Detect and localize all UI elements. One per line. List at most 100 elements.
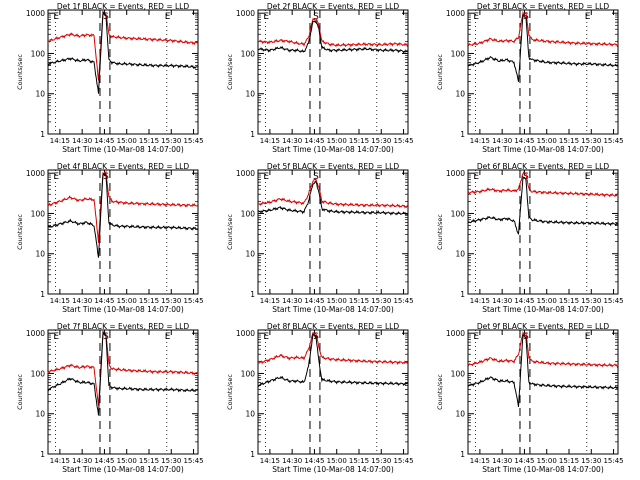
y-tick-label: 100 [451,49,466,58]
events-series-line [257,333,409,387]
annotation-label: E [165,332,171,342]
lld-series-line [47,170,199,243]
x-tick-label: 14:45 [514,137,534,145]
detector-panel: Det 3f BLACK = Events, RED = LLD 1 10 100 10… [436,2,624,154]
x-tick-label: 14:45 [304,297,324,305]
x-tick-label: 15:15 [559,137,579,145]
y-tick-label: 10 [35,410,45,419]
x-tick-label: 15:45 [393,137,413,145]
plot-frame [257,329,409,455]
x-tick-label: 14:45 [304,457,324,465]
y-tick-label: 1000 [26,169,45,178]
y-tick-label: 10 [455,250,465,259]
y-tick-label: 10 [35,250,45,259]
x-axis-label: Start Time (10-Mar-08 14:07:00) [482,305,604,314]
x-tick-label: 15:30 [581,297,601,305]
annotation-label: E [263,12,269,22]
annotation-label: E [585,332,591,342]
annotation-label: E [473,332,479,342]
y-tick-label: 1 [250,290,255,299]
panel-title: Det 9f BLACK = Events, RED = LLD [477,322,610,331]
x-tick-label: 14:15 [260,137,280,145]
x-axis-label: Start Time (10-Mar-08 14:07:00) [482,145,604,154]
x-tick-label: 15:15 [139,297,159,305]
x-tick-label: 15:45 [603,457,623,465]
y-tick-label: 1000 [446,169,465,178]
x-tick-label: 15:00 [327,457,347,465]
detector-panel: Det 8f BLACK = Events, RED = LLD 1 10 100 10… [226,322,414,474]
y-tick-label: 1 [40,130,45,139]
events-series-line [47,10,199,94]
y-tick-label: 1000 [236,329,255,338]
y-axis-label: Counts/sec [436,214,444,250]
x-tick-label: 14:15 [50,297,70,305]
y-tick-label: 1 [460,130,465,139]
x-tick-label: 15:00 [537,297,557,305]
annotation-label: E [585,12,591,22]
x-tick-label: 15:00 [327,137,347,145]
y-tick-label: 10 [245,250,255,259]
annotation-label: E [375,332,381,342]
y-tick-label: 1000 [236,169,255,178]
x-tick-label: 14:15 [50,457,70,465]
y-tick-label: 100 [241,369,256,378]
x-tick-label: 15:45 [393,457,413,465]
events-series-line [47,330,199,416]
x-tick-label: 14:45 [514,297,534,305]
events-series-line [467,175,619,235]
y-tick-label: 1000 [236,9,255,18]
panel-title: Det 6f BLACK = Events, RED = LLD [477,162,610,171]
panel-title: Det 8f BLACK = Events, RED = LLD [267,322,400,331]
plot-frame [467,329,619,455]
x-tick-label: 15:15 [139,137,159,145]
plot-frame [467,9,619,135]
annotation-label: E [375,12,381,22]
x-tick-label: 15:00 [117,457,137,465]
y-axis-label: Counts/sec [226,54,234,90]
x-tick-label: 14:30 [72,137,92,145]
x-tick-label: 15:30 [581,457,601,465]
detector-panel: Det 7f BLACK = Events, RED = LLD 1 10 100 10… [16,322,204,474]
plot-frame [257,169,409,295]
x-tick-label: 15:45 [183,457,203,465]
panel-title: Det 7f BLACK = Events, RED = LLD [57,322,190,331]
x-tick-label: 14:30 [492,297,512,305]
lld-series-line [47,330,199,406]
x-tick-label: 15:15 [349,137,369,145]
lld-series-line [47,11,199,81]
x-tick-label: 14:30 [492,457,512,465]
y-tick-label: 10 [455,90,465,99]
y-tick-label: 1000 [26,329,45,338]
annotation-label: E [53,332,59,342]
detector-panel: Det 2f BLACK = Events, RED = LLD 1 10 100 10… [226,2,414,154]
detector-panel: Det 1f BLACK = Events, RED = LLD 1 10 100 10… [16,2,204,154]
lld-series-line [467,331,619,368]
annotation-label: E [473,12,479,22]
x-tick-label: 15:15 [349,297,369,305]
x-tick-label: 15:30 [161,297,181,305]
y-tick-label: 100 [451,209,466,218]
x-tick-label: 15:00 [537,457,557,465]
y-axis-label: Counts/sec [16,54,24,90]
events-series-line [257,180,409,216]
y-axis-label: Counts/sec [16,214,24,250]
lld-series-line [467,171,619,198]
x-tick-label: 14:30 [72,457,92,465]
x-tick-label: 14:15 [470,137,490,145]
y-tick-label: 100 [31,49,46,58]
panel-title: Det 3f BLACK = Events, RED = LLD [477,2,610,11]
y-tick-label: 1 [40,450,45,459]
x-tick-label: 15:15 [349,457,369,465]
x-tick-label: 15:30 [581,137,601,145]
y-axis-label: Counts/sec [226,374,234,410]
x-tick-label: 15:15 [559,457,579,465]
panel-title: Det 2f BLACK = Events, RED = LLD [267,2,400,11]
x-tick-label: 14:15 [50,137,70,145]
detector-panel: Det 6f BLACK = Events, RED = LLD 1 10 100 10… [436,162,624,314]
x-tick-label: 14:30 [282,457,302,465]
x-axis-label: Start Time (10-Mar-08 14:07:00) [62,465,184,474]
x-tick-label: 14:30 [282,137,302,145]
annotation-label: E [263,332,269,342]
y-tick-label: 1000 [446,329,465,338]
y-tick-label: 10 [245,90,255,99]
